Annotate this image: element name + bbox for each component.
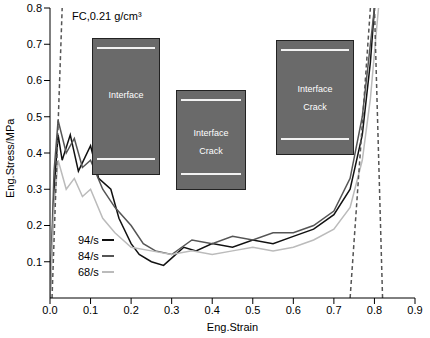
svg-text:0.1: 0.1 — [27, 256, 42, 268]
svg-text:0.8: 0.8 — [27, 2, 42, 14]
svg-text:0.5: 0.5 — [245, 304, 260, 316]
html-text:84/s: 84/s — [78, 250, 99, 262]
svg-text:0.6: 0.6 — [27, 74, 42, 86]
svg-text:0.7: 0.7 — [27, 38, 42, 50]
svg-text:Eng.Strain: Eng.Strain — [207, 321, 258, 333]
svg-text:0.5: 0.5 — [27, 111, 42, 123]
svg-text:0.3: 0.3 — [27, 183, 42, 195]
html-text:Crack: Crack — [199, 146, 223, 157]
svg-text:0.8: 0.8 — [367, 304, 382, 316]
html-text:94/s: 94/s — [78, 234, 99, 246]
html-text:Interface: Interface — [108, 90, 144, 101]
html-text:Interface: Interface — [193, 128, 229, 139]
svg-text:0.4: 0.4 — [205, 304, 220, 316]
svg-text:0.0: 0.0 — [42, 304, 57, 316]
svg-text:0.7: 0.7 — [326, 304, 341, 316]
svg-text:0.9: 0.9 — [407, 304, 422, 316]
html-text:68/s: 68/s — [78, 266, 99, 278]
svg-text:0.6: 0.6 — [286, 304, 301, 316]
svg-text:0.2: 0.2 — [123, 304, 138, 316]
svg-text:0.1: 0.1 — [83, 304, 98, 316]
html-text:Crack: Crack — [303, 101, 327, 112]
html-text:Interface: Interface — [297, 83, 333, 94]
svg-text:Eng.Stress/MPa: Eng.Stress/MPa — [4, 118, 16, 198]
svg-text:0.2: 0.2 — [27, 219, 42, 231]
svg-text:0.3: 0.3 — [164, 304, 179, 316]
html-text:FC,0.21 g/cm³: FC,0.21 g/cm³ — [72, 10, 142, 22]
svg-text:0.4: 0.4 — [27, 147, 42, 159]
